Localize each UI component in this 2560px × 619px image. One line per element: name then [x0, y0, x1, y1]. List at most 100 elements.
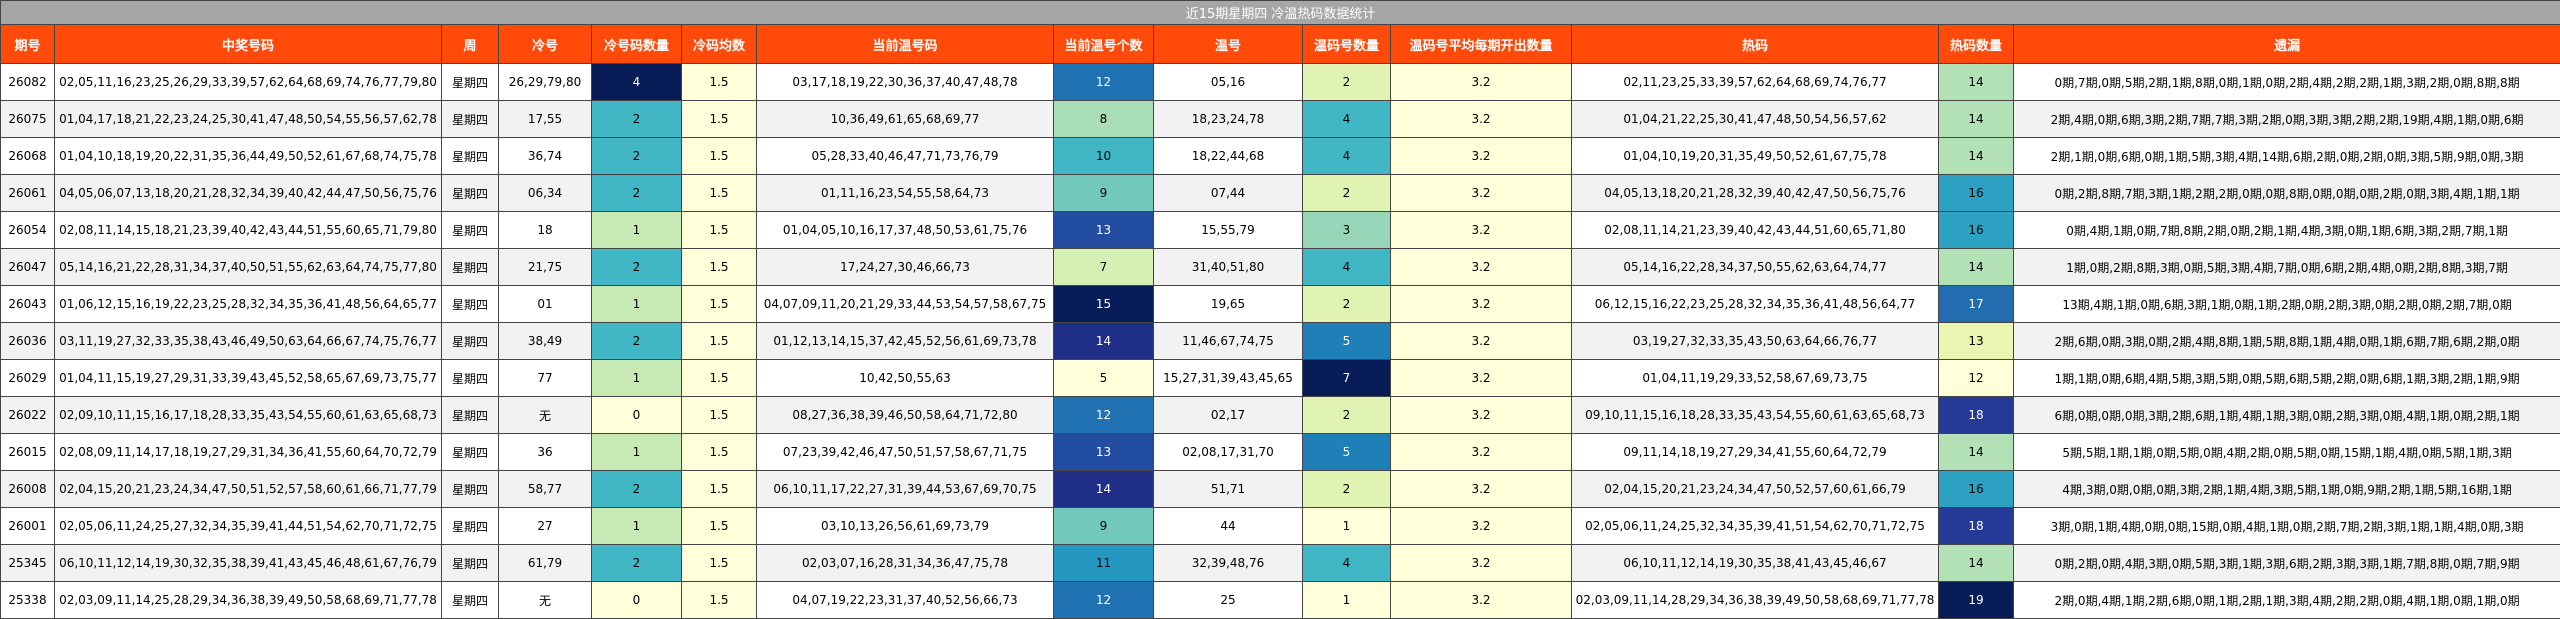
table-row: 26036 03,11,19,27,32,33,35,38,43,46,49,50… — [0, 322, 2560, 360]
table-cell: 26043 — [0, 285, 55, 323]
table-cell: 18 — [1938, 396, 2014, 434]
table-row: 26022 02,09,10,11,15,16,17,18,28,33,35,43… — [0, 396, 2560, 434]
table-cell: 44 — [1153, 507, 1303, 545]
table-cell: 26,29,79,80 — [498, 63, 592, 101]
table-cell: 18 — [498, 211, 592, 249]
table-cell: 4 — [1302, 137, 1391, 175]
table-cell: 1 — [1302, 581, 1391, 619]
table-cell: 星期四 — [441, 248, 499, 286]
table-cell: 星期四 — [441, 507, 499, 545]
table-cell: 1期,0期,2期,8期,3期,0期,5期,3期,4期,7期,0期,6期,2期,4… — [2012, 248, 2560, 286]
table-row: 26029 01,04,11,15,19,27,29,31,33,39,43,45… — [0, 359, 2560, 397]
table-cell: 02,08,17,31,70 — [1153, 433, 1303, 471]
table-cell: 04,05,13,18,20,21,28,32,39,40,42,47,50,5… — [1571, 174, 1939, 212]
header-cell: 当前温号码 — [756, 24, 1054, 64]
table-cell: 3.2 — [1390, 581, 1572, 619]
table-cell: 2 — [1302, 470, 1391, 508]
table-cell: 1 — [591, 285, 682, 323]
table-cell: 1.5 — [681, 581, 757, 619]
table-cell: 2 — [591, 174, 682, 212]
table-cell: 2 — [591, 322, 682, 360]
table-cell: 1.5 — [681, 285, 757, 323]
table-cell: 12 — [1053, 63, 1154, 101]
table-cell: 51,71 — [1153, 470, 1303, 508]
table-cell: 06,10,11,12,14,19,30,32,35,38,39,41,43,4… — [54, 544, 442, 582]
table-cell: 星期四 — [441, 359, 499, 397]
table-cell: 01,04,17,18,21,22,23,24,25,30,41,47,48,5… — [54, 100, 442, 138]
table-cell: 11,46,67,74,75 — [1153, 322, 1303, 360]
table-cell: 1.5 — [681, 359, 757, 397]
table-cell: 01,12,13,14,15,37,42,45,52,56,61,69,73,7… — [756, 322, 1054, 360]
table-cell: 03,17,18,19,22,30,36,37,40,47,48,78 — [756, 63, 1054, 101]
table-cell: 05,16 — [1153, 63, 1303, 101]
table-cell: 13 — [1938, 322, 2014, 360]
table-cell: 12 — [1053, 396, 1154, 434]
table-cell: 02,08,11,14,15,18,21,23,39,40,42,43,44,5… — [54, 211, 442, 249]
table-cell: 03,19,27,32,33,35,43,50,63,64,66,76,77 — [1571, 322, 1939, 360]
table-cell: 1.5 — [681, 544, 757, 582]
table-cell: 星期四 — [441, 211, 499, 249]
table-cell: 27 — [498, 507, 592, 545]
table-cell: 星期四 — [441, 174, 499, 212]
table-cell: 36 — [498, 433, 592, 471]
table-cell: 1 — [591, 507, 682, 545]
table-cell: 3.2 — [1390, 211, 1572, 249]
table-cell: 02,05,11,16,23,25,26,29,33,39,57,62,64,6… — [54, 63, 442, 101]
table-cell: 0期,2期,8期,7期,3期,1期,2期,2期,0期,0期,8期,0期,0期,0… — [2012, 174, 2560, 212]
table-cell: 1.5 — [681, 137, 757, 175]
table-cell: 4 — [1302, 544, 1391, 582]
table-cell: 36,74 — [498, 137, 592, 175]
table-cell: 3 — [1302, 211, 1391, 249]
table-cell: 3.2 — [1390, 433, 1572, 471]
header-cell: 温号 — [1153, 24, 1303, 64]
table-cell: 02,17 — [1153, 396, 1303, 434]
table-cell: 0 — [591, 581, 682, 619]
table-cell: 3.2 — [1390, 544, 1572, 582]
table-cell: 13 — [1053, 211, 1154, 249]
table-cell: 16 — [1938, 470, 2014, 508]
table-cell: 05,28,33,40,46,47,71,73,76,79 — [756, 137, 1054, 175]
table-cell: 26047 — [0, 248, 55, 286]
table-cell: 1.5 — [681, 248, 757, 286]
table-cell: 1.5 — [681, 322, 757, 360]
table-cell: 02,03,09,11,14,25,28,29,34,36,38,39,49,5… — [54, 581, 442, 619]
table-cell: 31,40,51,80 — [1153, 248, 1303, 286]
table-cell: 26068 — [0, 137, 55, 175]
table-cell: 03,10,13,26,56,61,69,73,79 — [756, 507, 1054, 545]
table-cell: 2 — [1302, 396, 1391, 434]
table-cell: 星期四 — [441, 322, 499, 360]
table-cell: 77 — [498, 359, 592, 397]
table-cell: 14 — [1938, 137, 2014, 175]
table-cell: 26075 — [0, 100, 55, 138]
table-cell: 14 — [1938, 248, 2014, 286]
table-cell: 06,34 — [498, 174, 592, 212]
table-cell: 5 — [1302, 322, 1391, 360]
table-cell: 01 — [498, 285, 592, 323]
table-cell: 58,77 — [498, 470, 592, 508]
table-cell: 3.2 — [1390, 359, 1572, 397]
table-cell: 1.5 — [681, 433, 757, 471]
table-cell: 0 — [591, 396, 682, 434]
table-cell: 5期,5期,1期,1期,0期,5期,0期,4期,2期,0期,5期,0期,15期,… — [2012, 433, 2560, 471]
header-cell: 冷号码数量 — [591, 24, 682, 64]
table-cell: 星期四 — [441, 470, 499, 508]
table-cell: 02,05,06,11,24,25,32,34,35,39,41,51,54,6… — [1571, 507, 1939, 545]
header-cell: 当前温号个数 — [1053, 24, 1154, 64]
table-cell: 3.2 — [1390, 285, 1572, 323]
table-cell: 2 — [1302, 63, 1391, 101]
table-cell: 3.2 — [1390, 507, 1572, 545]
table-cell: 1 — [1302, 507, 1391, 545]
header-cell: 温码号数量 — [1302, 24, 1391, 64]
table-cell: 星期四 — [441, 581, 499, 619]
table-cell: 1.5 — [681, 100, 757, 138]
table-cell: 2 — [591, 137, 682, 175]
table-cell: 25338 — [0, 581, 55, 619]
table-cell: 15 — [1053, 285, 1154, 323]
table-cell: 02,11,23,25,33,39,57,62,64,68,69,74,76,7… — [1571, 63, 1939, 101]
table-cell: 14 — [1053, 470, 1154, 508]
table-cell: 01,06,12,15,16,19,22,23,25,28,32,34,35,3… — [54, 285, 442, 323]
table-cell: 5 — [1302, 433, 1391, 471]
table-cell: 7 — [1053, 248, 1154, 286]
table-cell: 01,04,11,19,29,33,52,58,67,69,73,75 — [1571, 359, 1939, 397]
header-cell: 周 — [441, 24, 499, 64]
